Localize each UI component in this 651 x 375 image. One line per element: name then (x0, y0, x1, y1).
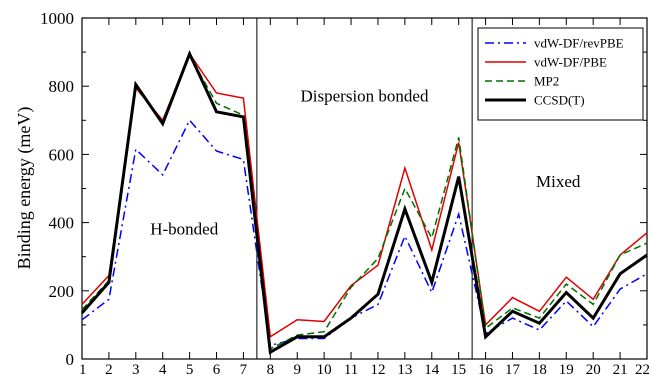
x-tick-label: 3 (132, 362, 140, 375)
legend-label: vdW-DF/PBE (534, 55, 607, 70)
region-label: Mixed (536, 172, 581, 191)
x-tick-label: 20 (586, 362, 601, 375)
region-label: H-bonded (150, 220, 218, 239)
x-tick-label: 16 (478, 362, 494, 375)
y-tick-label: 800 (49, 77, 75, 96)
region-dividers (256, 18, 473, 359)
x-tick-label: 12 (370, 362, 385, 375)
x-axis: 1 2 3 4 5 6 7 8 9 10 11 12 13 14 15 16 17 18 19 20 21 22 (79, 18, 650, 375)
series-lines (80, 49, 648, 355)
legend-label: MP2 (534, 74, 559, 89)
x-tick-label: 19 (559, 362, 574, 375)
x-tick-label: 11 (344, 362, 358, 375)
x-tick-label: 6 (213, 362, 221, 375)
legend: vdW-DF/revPBE vdW-DF/PBE MP2 CCSD(T) (477, 27, 644, 121)
x-tick-label: 4 (159, 362, 167, 375)
region-labels: H-bonded Dispersion bonded Mixed (150, 87, 581, 239)
x-tick-label: 1 (79, 362, 87, 375)
legend-label: CCSD(T) (534, 93, 585, 108)
x-tick-label: 15 (451, 362, 466, 375)
x-tick-label: 14 (424, 362, 440, 375)
x-tick-label: 8 (267, 362, 275, 375)
y-axis-label: Binding energy (meV) (14, 107, 35, 270)
y-tick-label: 1000 (40, 9, 74, 28)
x-tick-label: 13 (397, 362, 412, 375)
y-tick-label: 200 (49, 282, 75, 301)
legend-label: vdW-DF/revPBE (534, 36, 624, 51)
series-line-MP2 (81, 53, 648, 350)
x-tick-label: 21 (613, 362, 628, 375)
x-tick-label: 22 (635, 362, 650, 375)
x-tick-label: 2 (105, 362, 113, 375)
x-tick-label: 7 (240, 362, 248, 375)
x-tick-label: 18 (532, 362, 547, 375)
series-line-vdW-DF/revPBE (81, 118, 648, 347)
region-label: Dispersion bonded (301, 87, 429, 106)
series-line-CCSD(T) (80, 49, 648, 355)
x-tick-label: 5 (186, 362, 194, 375)
y-tick-label: 600 (49, 145, 75, 164)
x-tick-label: 17 (505, 362, 521, 375)
y-tick-label: 400 (49, 214, 75, 233)
y-tick-label: 0 (66, 350, 75, 369)
y-axis: 0 200 400 600 800 1000 (40, 9, 647, 369)
x-tick-label: 9 (293, 362, 301, 375)
x-tick-label: 10 (317, 362, 332, 375)
